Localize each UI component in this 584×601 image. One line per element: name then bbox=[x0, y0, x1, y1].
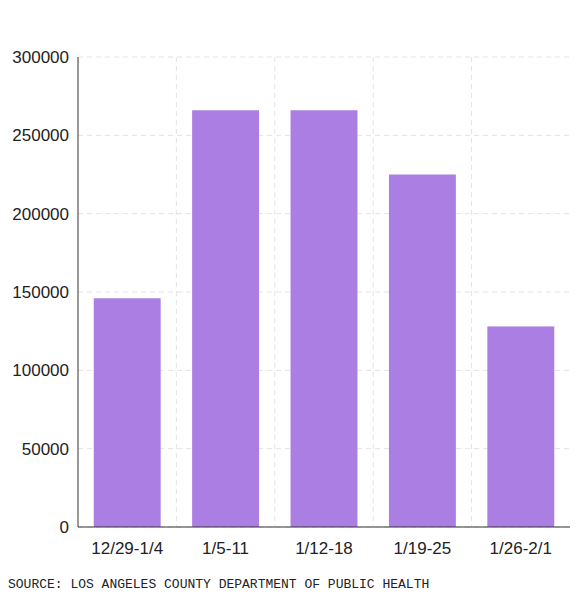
chart-container: 0 50000 100000 150000 200000 250000 300000 12/2… bbox=[0, 0, 584, 601]
y-tick-label: 0 bbox=[60, 518, 69, 537]
bar bbox=[291, 110, 358, 527]
bar bbox=[487, 326, 554, 527]
y-tick-label: 200000 bbox=[12, 205, 69, 224]
y-axis-line bbox=[78, 57, 79, 527]
grid-line bbox=[78, 527, 570, 528]
x-tick-label: 12/29-1/4 bbox=[91, 539, 163, 558]
y-tick-label: 300000 bbox=[12, 48, 69, 67]
y-tick-label: 250000 bbox=[12, 126, 69, 145]
chart-svg: 0 50000 100000 150000 200000 250000 300000 12/2… bbox=[0, 0, 584, 601]
vertical-grid-line bbox=[176, 57, 177, 527]
source-note: SOURCE: LOS ANGELES COUNTY DEPARTMENT OF… bbox=[8, 577, 429, 592]
vertical-grid-line bbox=[373, 57, 374, 527]
bar bbox=[94, 298, 161, 527]
y-tick-label: 100000 bbox=[12, 361, 69, 380]
x-axis-line bbox=[78, 527, 570, 528]
bar bbox=[192, 110, 259, 527]
y-tick-label: 50000 bbox=[22, 440, 69, 459]
vertical-grid-line bbox=[274, 57, 275, 527]
bars bbox=[94, 110, 555, 527]
y-tick-label: 150000 bbox=[12, 283, 69, 302]
x-tick-label: 1/5-11 bbox=[202, 539, 249, 558]
x-tick-label: 1/26-2/1 bbox=[490, 539, 552, 558]
x-tick-label: 1/19-25 bbox=[394, 539, 452, 558]
x-tick-label: 1/12-18 bbox=[295, 539, 353, 558]
grid-line bbox=[78, 57, 570, 58]
grid bbox=[78, 57, 570, 527]
bar bbox=[389, 175, 456, 528]
vertical-grid-line bbox=[471, 57, 472, 527]
